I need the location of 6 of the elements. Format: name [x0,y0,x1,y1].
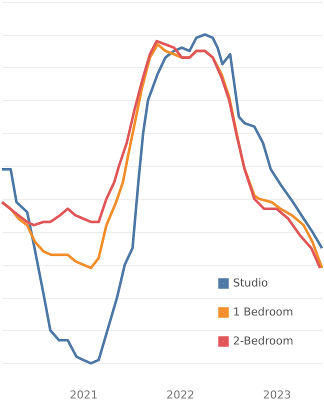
x-tick-label: 2023 [263,388,292,400]
legend-label: Studio [233,276,268,290]
legend-label: 2-Bedroom [233,334,294,348]
legend-label: 1 Bedroom [233,306,294,318]
x-tick-label: 2021 [70,388,98,400]
x-tick-label: 2022 [166,388,194,400]
